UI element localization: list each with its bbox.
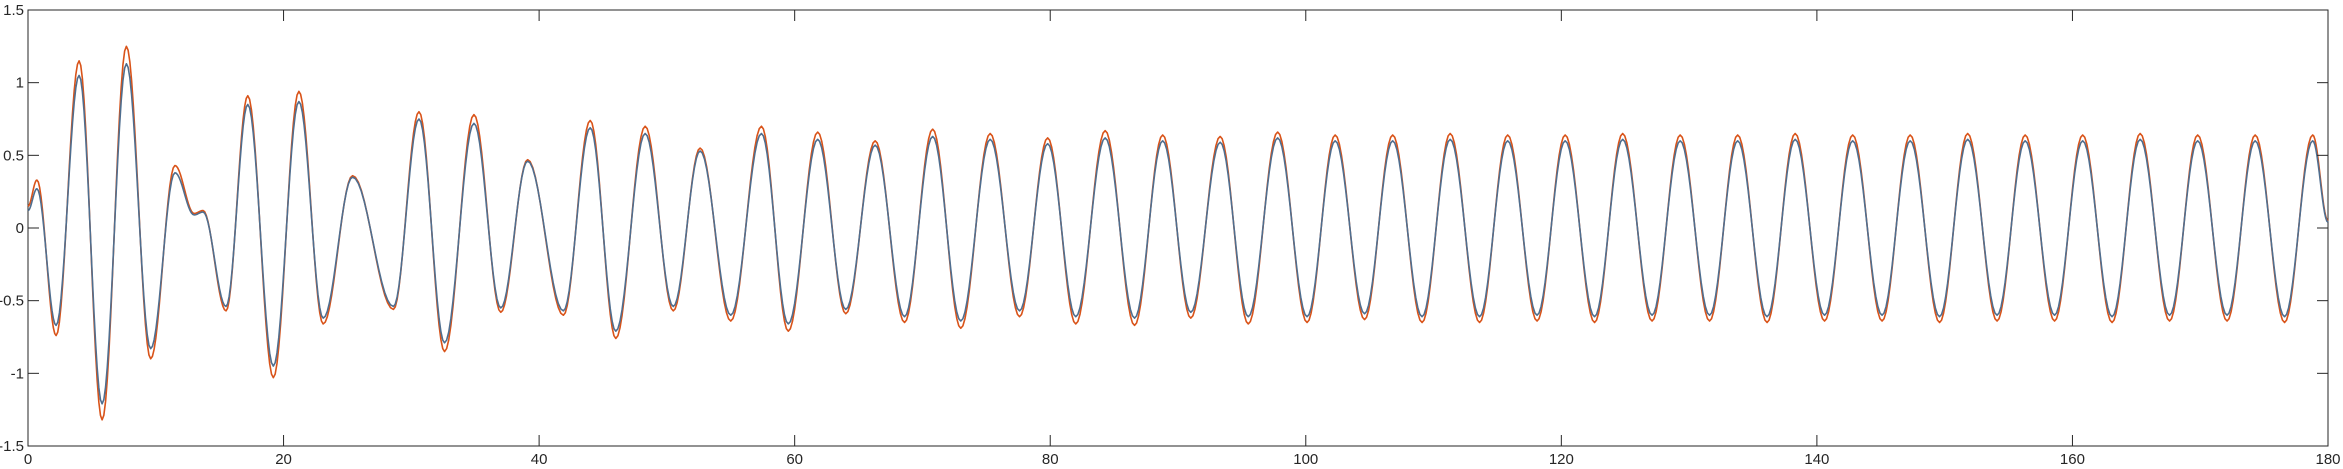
y-tick-label: 0 — [16, 220, 24, 237]
series-layer — [27, 45, 2329, 421]
x-tick-label: 180 — [2315, 451, 2340, 468]
y-tick-label: -1 — [11, 365, 24, 382]
x-tick-label: 60 — [786, 451, 803, 468]
y-tick-label: 1.5 — [3, 2, 24, 19]
x-tick-label: 120 — [1549, 451, 1574, 468]
y-tick-label: 0.5 — [3, 147, 24, 164]
x-tick-label: 140 — [1804, 451, 1829, 468]
plot-area — [27, 9, 2329, 447]
axes-box — [27, 9, 2329, 447]
series-line-2 — [27, 62, 2329, 405]
series-line-1 — [27, 45, 2329, 421]
x-tick-label: 80 — [1042, 451, 1059, 468]
x-tick-label: 20 — [275, 451, 292, 468]
x-axis-ticks: 0 20 40 60 80 100 120 140 160 180 — [24, 10, 2341, 468]
y-tick-label: 1 — [16, 75, 24, 92]
x-tick-label: 100 — [1293, 451, 1318, 468]
y-tick-label: -1.5 — [0, 438, 24, 455]
y-tick-label: -0.5 — [0, 293, 24, 310]
y-axis-ticks: -1.5 -1 -0.5 0 0.5 1 1.5 — [0, 2, 2328, 455]
x-tick-label: 40 — [531, 451, 548, 468]
x-tick-label: 160 — [2060, 451, 2085, 468]
x-tick-label: 0 — [24, 451, 32, 468]
